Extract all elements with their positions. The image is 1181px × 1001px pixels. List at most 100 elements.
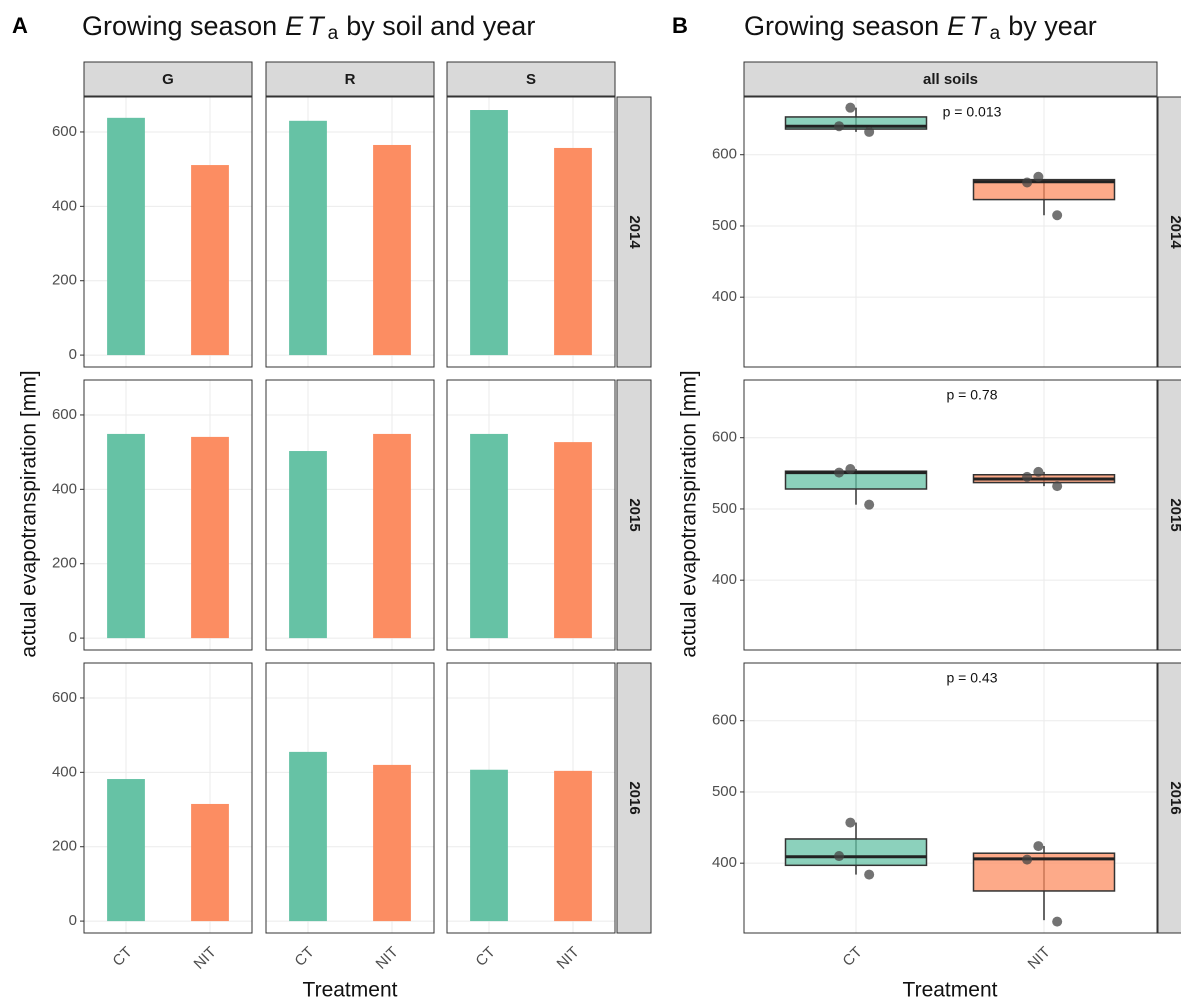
strip [616, 96, 652, 368]
y-tick-label: 0 [69, 629, 77, 646]
y-tick-label: 400 [52, 197, 77, 214]
annotation: p = 0.43 [947, 670, 998, 686]
y-tick-label: 600 [52, 689, 77, 706]
x-axis-title: Treatment [303, 979, 398, 1001]
strip [83, 61, 253, 97]
chart-title: Growing season ETa by soil and year [82, 11, 535, 44]
y-tick-label: 500 [712, 500, 737, 517]
x-axis-title: Treatment [903, 979, 998, 1001]
strip-label: S [526, 71, 536, 88]
title-subscript: a [328, 23, 339, 44]
bar [191, 165, 229, 356]
annotation: p = 0.013 [943, 104, 1002, 120]
y-axis-title: actual evapotranspiration [mm] [678, 370, 701, 657]
y-tick-label: 200 [52, 555, 77, 572]
strip [743, 61, 1158, 97]
point [864, 126, 875, 137]
point [1052, 481, 1063, 492]
strip [1157, 379, 1181, 651]
chart-title: Growing season ETa by year [744, 11, 1097, 44]
y-tick-label: 400 [712, 571, 737, 588]
point [845, 464, 856, 475]
panel-label: A [12, 13, 28, 38]
panel-border [743, 96, 1158, 368]
title-text: by year [1008, 11, 1097, 41]
box [784, 838, 928, 867]
bar [191, 803, 229, 922]
x-tick-label: NIT [191, 944, 220, 973]
point [1022, 854, 1033, 865]
point [864, 499, 875, 510]
title-text: by soil and year [346, 11, 535, 41]
bar [470, 110, 508, 356]
y-tick-label: 0 [69, 346, 77, 363]
strip-label: G [162, 71, 174, 88]
y-tick-label: 600 [52, 123, 77, 140]
point [845, 102, 856, 113]
point [1052, 210, 1063, 221]
x-tick-label: NIT [373, 944, 402, 973]
title-symbol: ET [947, 11, 990, 41]
point [845, 817, 856, 828]
strip [616, 379, 652, 651]
y-tick-label: 600 [712, 429, 737, 446]
y-tick-label: 200 [52, 838, 77, 855]
bar [107, 779, 145, 922]
bar [107, 117, 145, 356]
bar [470, 769, 508, 922]
y-tick-label: 600 [712, 712, 737, 729]
bar [373, 144, 411, 356]
x-tick-label: CT [472, 944, 498, 970]
panel-border [83, 96, 253, 368]
point [834, 851, 845, 862]
title-symbol: ET [285, 11, 328, 41]
strip [446, 61, 616, 97]
strip-label: 2016 [1167, 781, 1181, 814]
y-tick-label: 400 [52, 763, 77, 780]
panel-border [743, 662, 1158, 934]
point [834, 121, 845, 132]
panel-border [446, 96, 616, 368]
bar [554, 442, 592, 639]
strip-label: 2014 [1167, 215, 1181, 249]
x-tick-label: CT [839, 944, 865, 970]
bar [554, 770, 592, 922]
panel [744, 380, 1157, 650]
y-tick-label: 500 [712, 217, 737, 234]
panel [744, 97, 1157, 367]
point [1033, 466, 1044, 477]
panel-border [265, 379, 435, 651]
strip-label: 2016 [626, 781, 643, 814]
point [1033, 171, 1044, 182]
panel-border [265, 96, 435, 368]
title-text: Growing season [744, 11, 939, 41]
y-axis-title: actual evapotranspiration [mm] [18, 370, 41, 657]
title-subscript: a [990, 23, 1001, 44]
strip-label: R [345, 71, 356, 88]
bar [107, 433, 145, 639]
bar [289, 451, 327, 639]
panel-label: B [672, 13, 688, 38]
bar [289, 751, 327, 922]
y-tick-label: 200 [52, 272, 77, 289]
x-tick-label: NIT [1025, 944, 1054, 973]
annotation: p = 0.78 [947, 387, 998, 403]
panel-border [83, 379, 253, 651]
box [972, 178, 1116, 201]
y-tick-label: 400 [52, 480, 77, 497]
point [1033, 841, 1044, 852]
bar [554, 147, 592, 356]
x-tick-label: NIT [554, 944, 583, 973]
bar [373, 764, 411, 922]
strip-label: all soils [923, 71, 978, 88]
y-tick-label: 400 [712, 854, 737, 871]
title-text: Growing season [82, 11, 277, 41]
y-tick-label: 0 [69, 912, 77, 929]
point [864, 869, 875, 880]
panel-border [446, 662, 616, 934]
y-tick-label: 600 [712, 146, 737, 163]
strip [265, 61, 435, 97]
x-tick-label: CT [109, 944, 135, 970]
strip [1157, 662, 1181, 934]
strip-label: 2015 [626, 498, 643, 531]
